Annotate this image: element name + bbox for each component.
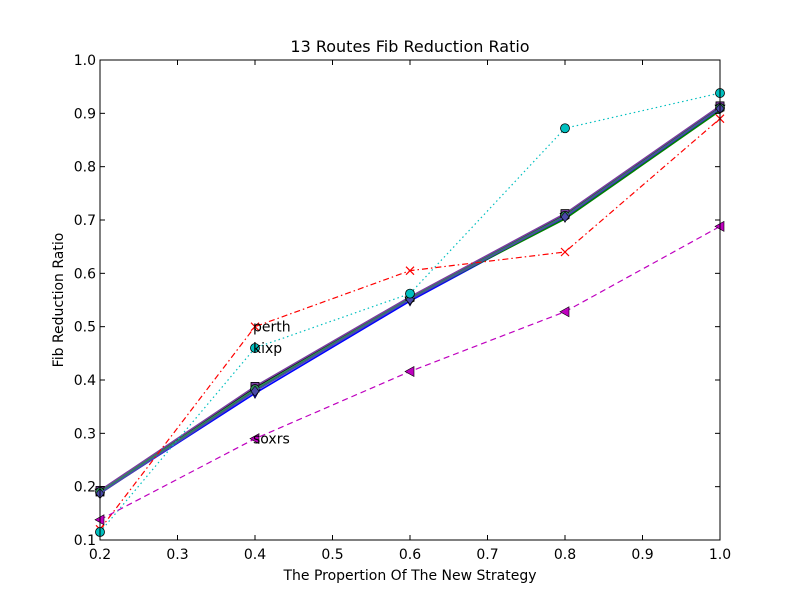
data-point — [250, 343, 260, 353]
y-axis-label: Fib Reduction Ratio — [51, 233, 67, 368]
series-0 — [95, 114, 725, 534]
annotation-perth: perth — [253, 320, 291, 336]
y-tick-label: 0.5 — [74, 320, 96, 336]
series-line — [99, 118, 721, 530]
y-tick-label: 0.2 — [74, 480, 96, 496]
x-tick-label: 0.6 — [399, 547, 421, 563]
x-tick-label: 0.7 — [476, 547, 498, 563]
data-point — [560, 247, 570, 257]
y-tick-label: 1.0 — [74, 53, 96, 69]
y-tick-label: 0.1 — [74, 533, 96, 549]
y-tick-label: 0.3 — [74, 426, 96, 442]
data-point — [250, 385, 260, 397]
y-tick-label: 0.8 — [74, 160, 96, 176]
data-point — [405, 288, 415, 299]
annotation-kixp: kixp — [253, 341, 282, 357]
y-tick-label: 0.6 — [74, 266, 96, 282]
x-tick-label: 0.3 — [166, 547, 188, 563]
x-tick-label: 0.2 — [89, 547, 111, 563]
data-point — [405, 266, 415, 276]
data-point — [559, 306, 570, 318]
series-layer — [94, 88, 726, 537]
data-point — [250, 322, 260, 332]
series-line — [99, 92, 721, 533]
y-axis: 0.1 0.2 0.3 0.4 0.5 0.6 0.7 0.8 0.9 1.0 — [74, 53, 720, 549]
chart-title: 13 Routes Fib Reduction Ratio — [290, 37, 529, 56]
data-point — [404, 365, 415, 377]
data-point — [249, 433, 260, 445]
x-tick-label: 1.0 — [709, 547, 731, 563]
series-8 — [95, 103, 725, 500]
y-tick-label: 0.9 — [74, 106, 96, 122]
y-tick-label: 0.4 — [74, 373, 96, 389]
annotation-soxrs: soxrs — [253, 432, 290, 448]
series-2 — [94, 220, 725, 526]
annotations: perth kixp soxrs — [253, 320, 291, 448]
y-tick-label: 0.7 — [74, 213, 96, 229]
x-tick-label: 0.9 — [631, 547, 653, 563]
x-tick-label: 0.5 — [321, 547, 343, 563]
data-point — [560, 211, 570, 223]
data-point — [560, 123, 570, 134]
x-axis: 0.2 0.3 0.4 0.5 0.6 0.7 0.8 0.9 1.0 — [89, 60, 731, 563]
x-tick-label: 0.4 — [244, 547, 266, 563]
x-axis-label: The Propertion Of The New Strategy — [282, 568, 536, 584]
x-tick-label: 0.8 — [554, 547, 576, 563]
series-1 — [95, 88, 725, 537]
